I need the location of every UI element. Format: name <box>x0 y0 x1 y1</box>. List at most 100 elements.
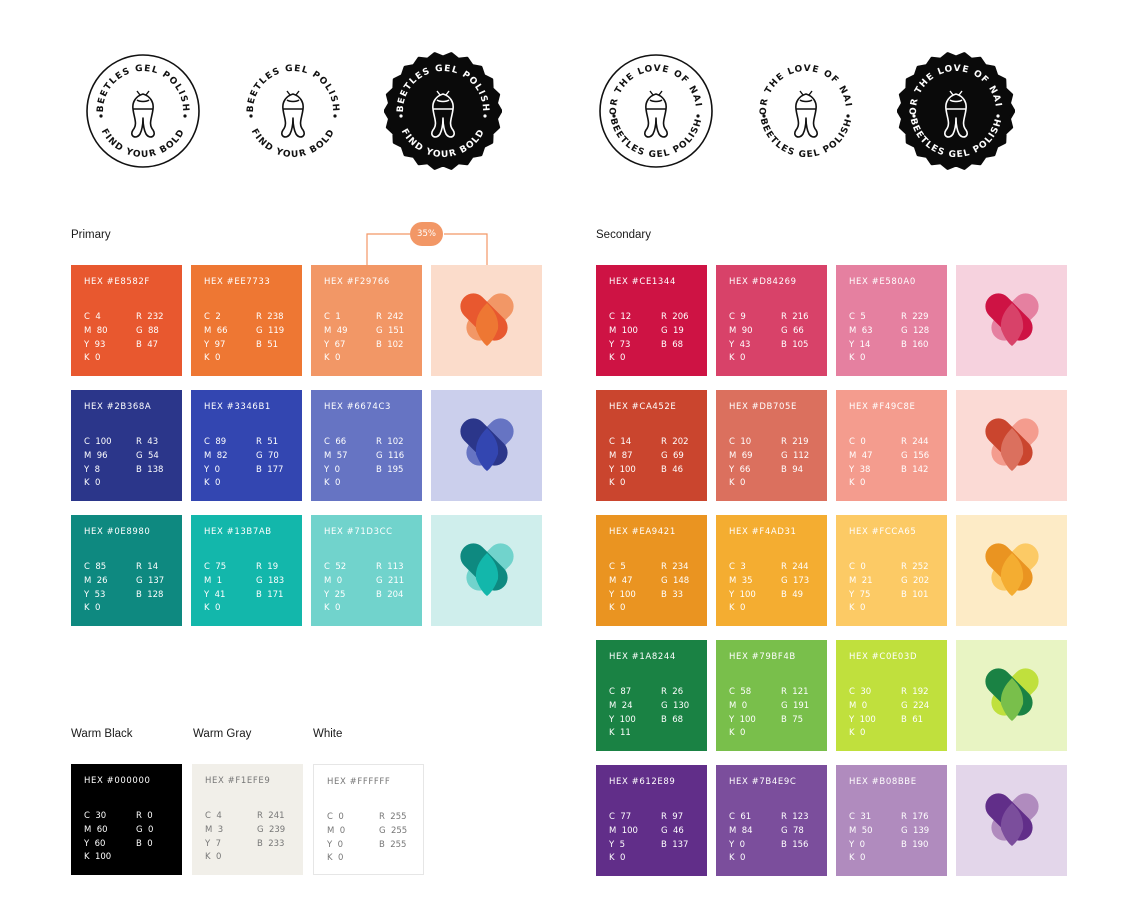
hex-code: HEX #612E89 <box>609 777 676 787</box>
cmyk-m: M 24 <box>609 700 633 711</box>
cmyk-y: Y 100 <box>729 714 756 725</box>
cmyk-k: K 0 <box>204 353 221 364</box>
rgb-r: R 244 <box>901 437 929 447</box>
color-swatch: HEX #D84269 C 9 M 90 Y 43 K 0 R 216 G 66 B 105 <box>716 265 827 376</box>
cmyk-values: C 10 M 69 Y 66 K 0 <box>729 436 753 491</box>
heart-icon <box>985 668 1039 721</box>
rgb-g: G 70 <box>256 450 279 461</box>
hex-code: HEX #000000 <box>84 776 151 786</box>
rgb-g: G 156 <box>901 450 930 461</box>
rgb-b: B 255 <box>379 839 407 850</box>
color-swatch: HEX #0E8980 C 85 M 26 Y 53 K 0 R 14 G 137 B 128 <box>71 515 182 626</box>
color-swatch: HEX #F4AD31 C 3 M 35 Y 100 K 0 R 244 G 173 B 49 <box>716 515 827 626</box>
palette-row: HEX #0E8980 C 85 M 26 Y 53 K 0 R 14 G 137 B 128… <box>71 515 542 626</box>
cmyk-m: M 3 <box>205 824 224 835</box>
cmyk-k: K 0 <box>609 603 626 614</box>
cmyk-m: M 90 <box>729 325 753 336</box>
cmyk-k: K 0 <box>327 853 344 864</box>
cmyk-values: C 2 M 66 Y 97 K 0 <box>204 311 228 366</box>
rgb-r: R 102 <box>376 437 404 447</box>
heart-overlap <box>1000 803 1024 846</box>
rgb-b: B 156 <box>781 839 809 850</box>
cmyk-c: C 5 <box>849 312 866 322</box>
rgb-values: R 121 G 191 B 75 <box>781 686 809 727</box>
cmyk-values: C 66 M 57 Y 0 K 0 <box>324 436 348 491</box>
rgb-g: G 211 <box>376 575 405 586</box>
heart-overlap <box>475 303 499 346</box>
cmyk-values: C 61 M 84 Y 0 K 0 <box>729 811 753 866</box>
beetle-antenna <box>799 90 813 96</box>
cmyk-c: C 1 <box>324 312 341 322</box>
cmyk-c: C 12 <box>609 312 632 322</box>
heart-preview-tile <box>956 515 1067 626</box>
rgb-values: R 232 G 88 B 47 <box>136 311 164 352</box>
cmyk-k: K 0 <box>729 353 746 364</box>
rgb-b: B 68 <box>661 339 684 350</box>
heart-overlap <box>1000 303 1024 346</box>
heart-preview-tile <box>431 515 542 626</box>
primary-label: Primary <box>71 229 111 241</box>
cmyk-k: K 0 <box>849 353 866 364</box>
rgb-r: R 206 <box>661 312 689 322</box>
rgb-b: B 128 <box>136 589 164 600</box>
heart-icon <box>985 293 1039 346</box>
rgb-b: B 102 <box>376 339 404 350</box>
badge-dot <box>183 114 187 118</box>
cmyk-y: Y 8 <box>84 464 101 475</box>
hex-code: HEX #C0E03D <box>849 652 918 662</box>
cmyk-m: M 35 <box>729 575 753 586</box>
hex-code: HEX #2B368A <box>84 402 152 412</box>
cmyk-y: Y 25 <box>324 589 346 600</box>
rgb-values: R 19 G 183 B 171 <box>256 561 284 602</box>
color-swatch: HEX #B08BBE C 31 M 50 Y 0 K 0 R 176 G 139 B 190 <box>836 765 947 876</box>
rgb-g: G 239 <box>257 824 286 835</box>
cmyk-k: K 0 <box>84 603 101 614</box>
badge-bottom-text: FIND YOUR BOLD <box>249 127 338 160</box>
rgb-g: G 255 <box>379 825 408 836</box>
cmyk-m: M 0 <box>729 700 748 711</box>
beetle-icon <box>644 93 668 138</box>
hex-code: HEX #CE1344 <box>609 277 676 287</box>
cmyk-c: C 75 <box>204 562 227 572</box>
badge-dot <box>483 114 487 118</box>
cmyk-values: C 14 M 87 Y 100 K 0 <box>609 436 636 491</box>
badge-logo-plain-2: FOR THE LOVE OF NAILSBEETLES GEL POLISH <box>747 52 865 170</box>
rgb-b: B 171 <box>256 589 284 600</box>
color-swatch: HEX #EA9421 C 5 M 47 Y 100 K 0 R 234 G 148 B 33 <box>596 515 707 626</box>
hex-code: HEX #F49C8E <box>849 402 916 412</box>
rgb-r: R 192 <box>901 687 929 697</box>
cmyk-c: C 66 <box>324 437 347 447</box>
rgb-b: B 177 <box>256 464 284 475</box>
cmyk-k: K 0 <box>609 478 626 489</box>
rgb-g: G 78 <box>781 825 804 836</box>
rgb-g: G 46 <box>661 825 684 836</box>
cmyk-k: K 0 <box>609 353 626 364</box>
badge-dot <box>846 114 850 118</box>
cmyk-y: Y 100 <box>609 714 636 725</box>
cmyk-c: C 61 <box>729 812 752 822</box>
cmyk-c: C 31 <box>849 812 872 822</box>
cmyk-y: Y 73 <box>609 339 631 350</box>
rgb-g: G 112 <box>781 450 810 461</box>
rgb-g: G 66 <box>781 325 804 336</box>
cmyk-k: K 0 <box>84 353 101 364</box>
cmyk-c: C 89 <box>204 437 227 447</box>
cmyk-values: C 77 M 100 Y 5 K 0 <box>609 811 638 866</box>
heart-overlap <box>1000 428 1024 471</box>
color-swatch: HEX #7B4E9C C 61 M 84 Y 0 K 0 R 123 G 78 B 156 <box>716 765 827 876</box>
rgb-b: B 160 <box>901 339 929 350</box>
cmyk-c: C 5 <box>609 562 626 572</box>
beetle-icon <box>131 93 155 138</box>
rgb-r: R 0 <box>136 811 153 821</box>
hex-code: HEX #CA452E <box>609 402 677 412</box>
cmyk-y: Y 75 <box>849 589 871 600</box>
cmyk-k: K 0 <box>204 603 221 614</box>
cmyk-y: Y 0 <box>324 464 341 475</box>
rgb-r: R 229 <box>901 312 929 322</box>
rgb-b: B 204 <box>376 589 404 600</box>
cmyk-c: C 85 <box>84 562 107 572</box>
rgb-g: G 224 <box>901 700 930 711</box>
hex-code: HEX #71D3CC <box>324 527 393 537</box>
beetle-antenna <box>949 90 963 96</box>
